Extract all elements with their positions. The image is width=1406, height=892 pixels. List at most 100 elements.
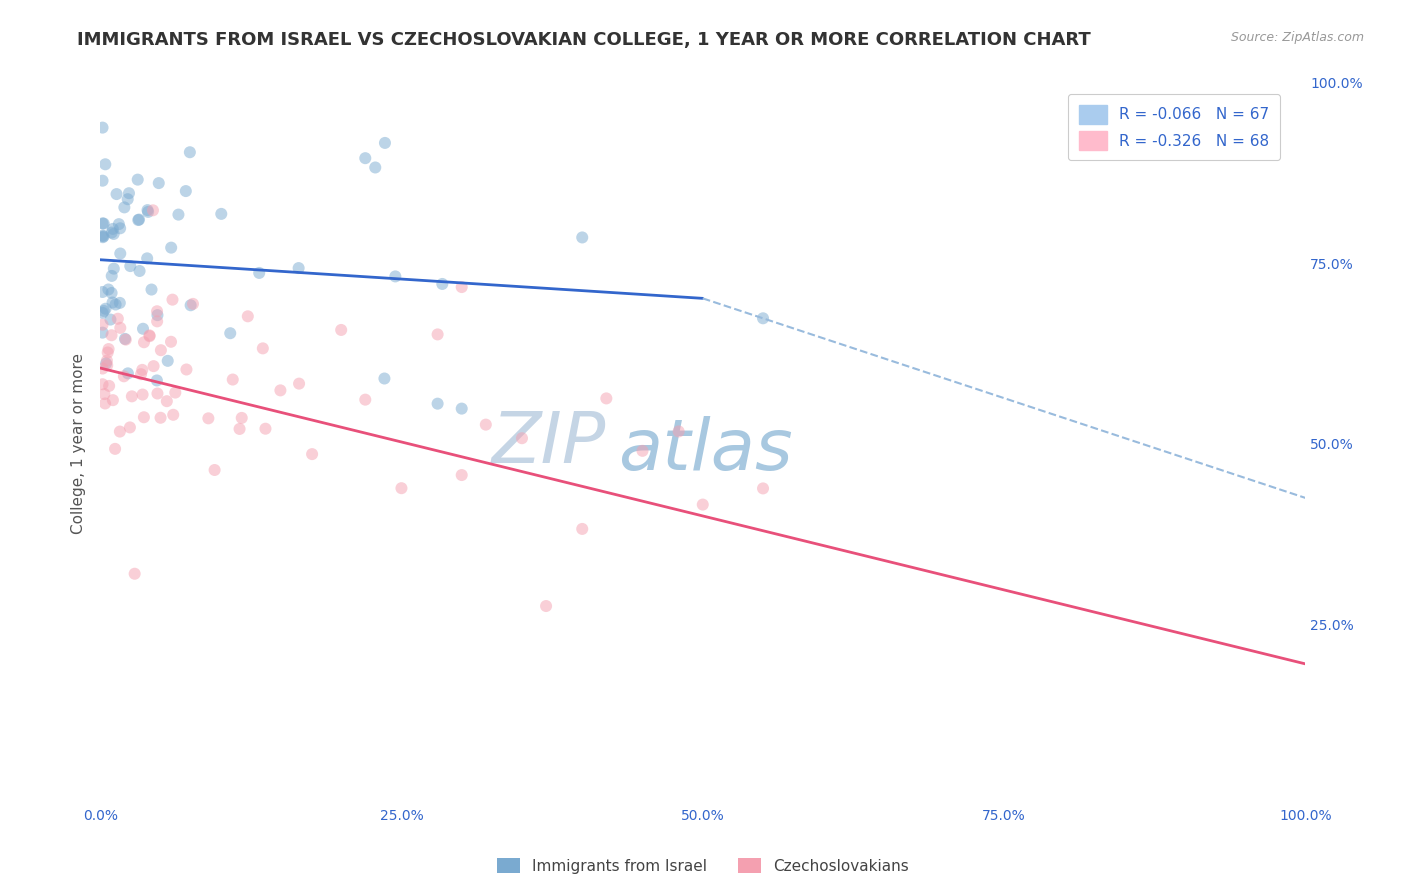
Point: [160, 334, 183, 349]
Point: [107, 311, 129, 326]
Point: [96, 359, 118, 373]
Point: [475, 417, 498, 432]
Point: [165, 385, 187, 400]
Point: [354, 392, 377, 407]
Point: [426, 327, 449, 342]
Point: [108, 296, 131, 310]
Point: [91, 228, 114, 243]
Point: [103, 261, 125, 276]
Point: [91, 326, 114, 340]
Point: [450, 468, 472, 483]
Point: [114, 333, 136, 347]
Point: [288, 376, 311, 391]
Point: [101, 222, 124, 236]
Point: [94, 157, 117, 171]
Point: [391, 481, 413, 495]
Legend: Immigrants from Israel, Czechoslovakians: Immigrants from Israel, Czechoslovakians: [491, 852, 915, 880]
Point: [110, 321, 132, 335]
Text: atlas: atlas: [619, 417, 793, 485]
Point: [156, 394, 179, 409]
Point: [136, 205, 159, 219]
Point: [100, 268, 122, 283]
Point: [330, 323, 353, 337]
Point: [142, 203, 165, 218]
Point: [132, 335, 155, 350]
Point: [91, 306, 114, 320]
Point: [132, 322, 155, 336]
Point: [105, 187, 128, 202]
Point: [301, 447, 323, 461]
Point: [692, 498, 714, 512]
Point: [129, 368, 152, 382]
Point: [93, 387, 115, 401]
Point: [138, 329, 160, 343]
Point: [112, 200, 135, 214]
Point: [219, 326, 242, 341]
Point: [131, 363, 153, 377]
Point: [104, 297, 127, 311]
Point: [110, 246, 132, 260]
Text: Source: ZipAtlas.com: Source: ZipAtlas.com: [1230, 31, 1364, 45]
Legend: R = -0.066   N = 67, R = -0.326   N = 68: R = -0.066 N = 67, R = -0.326 N = 68: [1069, 95, 1279, 161]
Point: [93, 229, 115, 244]
Point: [146, 374, 169, 388]
Point: [91, 361, 114, 376]
Point: [100, 285, 122, 300]
Point: [160, 241, 183, 255]
Point: [91, 318, 114, 332]
Point: [149, 410, 172, 425]
Point: [181, 297, 204, 311]
Point: [136, 203, 159, 218]
Point: [91, 174, 114, 188]
Point: [204, 463, 226, 477]
Point: [120, 259, 142, 273]
Point: [100, 312, 122, 326]
Point: [128, 212, 150, 227]
Point: [179, 145, 201, 160]
Point: [631, 443, 654, 458]
Point: [101, 295, 124, 310]
Point: [96, 353, 118, 368]
Point: [94, 396, 117, 410]
Point: [167, 208, 190, 222]
Point: [141, 283, 163, 297]
Point: [209, 207, 232, 221]
Point: [174, 184, 197, 198]
Point: [450, 280, 472, 294]
Point: [91, 216, 114, 230]
Point: [112, 369, 135, 384]
Point: [118, 420, 141, 434]
Point: [93, 304, 115, 318]
Point: [91, 230, 114, 244]
Point: [354, 151, 377, 165]
Point: [571, 522, 593, 536]
Point: [118, 186, 141, 201]
Point: [146, 314, 169, 328]
Point: [91, 285, 114, 299]
Point: [228, 422, 250, 436]
Point: [149, 343, 172, 358]
Point: [432, 277, 454, 291]
Point: [752, 482, 775, 496]
Point: [114, 332, 136, 346]
Point: [269, 384, 291, 398]
Point: [668, 425, 690, 439]
Point: [94, 301, 117, 316]
Point: [752, 311, 775, 326]
Point: [162, 408, 184, 422]
Point: [236, 310, 259, 324]
Point: [121, 389, 143, 403]
Point: [97, 345, 120, 359]
Point: [98, 379, 121, 393]
Point: [146, 304, 169, 318]
Point: [127, 213, 149, 227]
Point: [148, 176, 170, 190]
Text: ZIP: ZIP: [492, 409, 606, 478]
Point: [510, 431, 533, 445]
Point: [108, 217, 131, 231]
Point: [138, 328, 160, 343]
Point: [426, 397, 449, 411]
Point: [100, 328, 122, 343]
Point: [136, 252, 159, 266]
Point: [91, 377, 114, 392]
